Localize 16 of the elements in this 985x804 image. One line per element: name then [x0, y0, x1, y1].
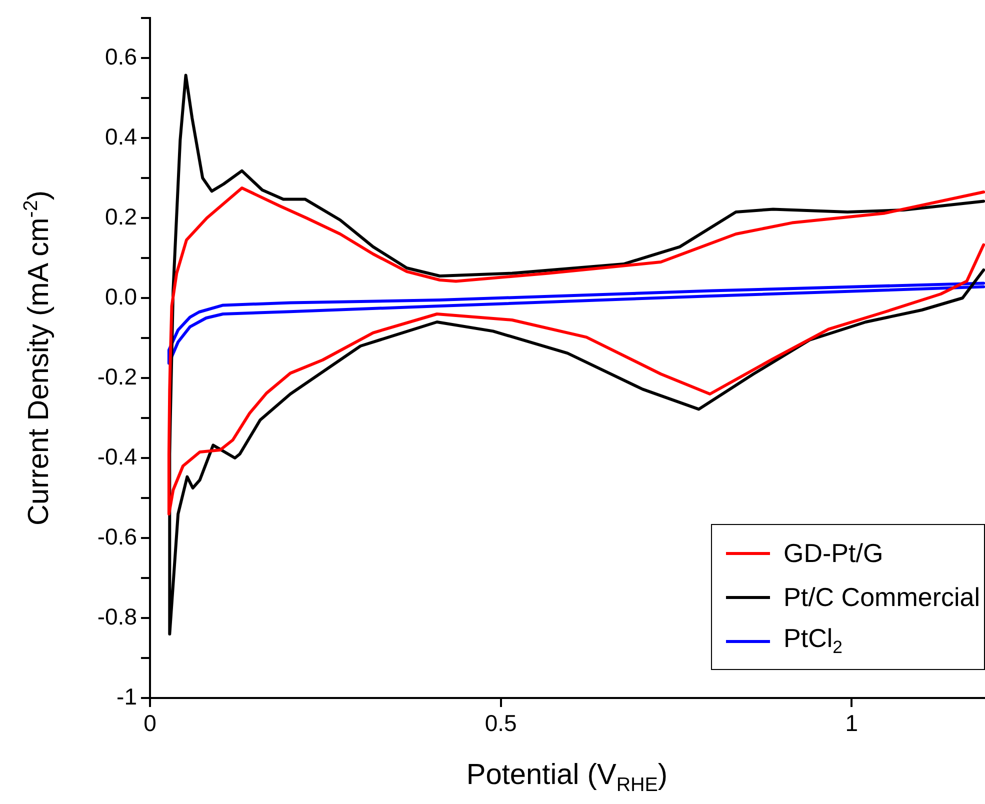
x-tick-label: 0.5: [484, 710, 517, 736]
y-tick-label: -0.8: [97, 603, 137, 630]
y-tick-label: -0.2: [97, 363, 137, 390]
y-tick-label: 0.2: [105, 203, 137, 230]
x-axis-title: Potential (V$_{RHE}$): [466, 759, 668, 797]
y-tick-label: 0.0: [105, 283, 137, 310]
legend-label: Pt/C Commercial: [784, 582, 980, 612]
legend-label: PtCl$_{2}$: [784, 623, 842, 659]
x-tick-label: 0: [144, 710, 156, 736]
y-tick-label: 0.4: [105, 123, 138, 150]
y-tick-label: -1: [116, 683, 137, 710]
x-tick-label: 1: [845, 710, 858, 736]
y-tick-label: -0.4: [97, 443, 138, 470]
y-tick-label: 0.6: [105, 43, 137, 70]
legend-label: GD-Pt/G: [784, 538, 884, 568]
y-tick-label: -0.6: [97, 523, 137, 550]
